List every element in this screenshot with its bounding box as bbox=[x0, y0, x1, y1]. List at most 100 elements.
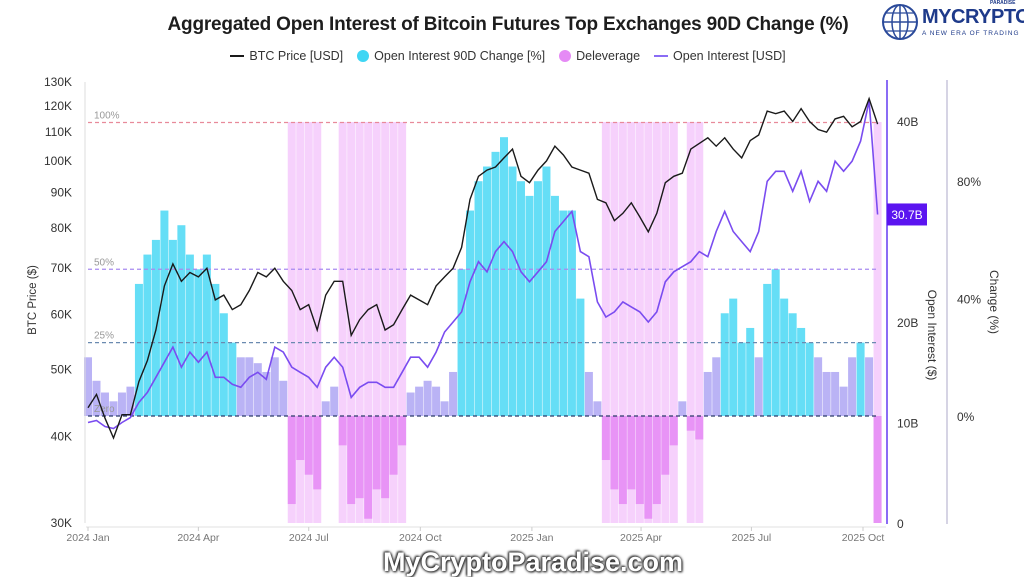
legend: BTC Price [USD] Open Interest 90D Change… bbox=[0, 49, 1016, 63]
y-left-tick-label: 30K bbox=[51, 516, 72, 530]
x-tick-label: 2025 Apr bbox=[620, 532, 663, 544]
oi-change-bar bbox=[219, 313, 228, 416]
oi-change-bar bbox=[576, 298, 585, 416]
deleverage-band bbox=[618, 122, 627, 523]
oi-change-bar bbox=[737, 342, 746, 416]
oi-change-bar bbox=[788, 313, 797, 416]
oi-change-bar bbox=[466, 210, 475, 416]
oi-change-bar bbox=[228, 342, 237, 416]
legend-swatch bbox=[230, 55, 245, 57]
deleverage-bar bbox=[398, 416, 407, 446]
deleverage-band bbox=[372, 122, 381, 523]
oi-change-bar bbox=[202, 254, 211, 416]
oi-change-bar bbox=[814, 357, 823, 416]
oi-change-bar bbox=[126, 386, 135, 416]
y-left-tick-label: 80K bbox=[51, 221, 72, 235]
legend-item-oi-change[interactable]: Open Interest 90D Change [%] bbox=[357, 49, 545, 63]
oi-change-bar bbox=[474, 181, 483, 416]
oi-change-bar bbox=[330, 386, 339, 416]
oi-change-bar bbox=[508, 166, 517, 416]
legend-label: Deleverage bbox=[576, 49, 641, 63]
oi-change-bar bbox=[134, 283, 143, 416]
deleverage-band bbox=[686, 122, 695, 523]
oi-change-bar bbox=[763, 283, 772, 416]
oi-change-bar bbox=[550, 195, 559, 416]
deleverage-bar bbox=[610, 416, 619, 490]
y-oi-tick-label: 10B bbox=[897, 417, 918, 431]
y-oi-tick-label: 0 bbox=[897, 517, 904, 531]
oi-change-bar bbox=[584, 371, 593, 416]
deleverage-band bbox=[601, 122, 610, 523]
oi-change-bar bbox=[491, 151, 500, 416]
legend-swatch bbox=[357, 50, 370, 62]
legend-label: Open Interest [USD] bbox=[673, 49, 786, 63]
logo-tagline: A NEW ERA OF TRADING bbox=[922, 30, 1020, 37]
x-tick-label: 2024 Jul bbox=[289, 532, 329, 544]
oi-change-bar bbox=[754, 357, 763, 416]
x-tick-label: 2025 Jul bbox=[732, 532, 772, 544]
oi-change-bar bbox=[253, 363, 262, 416]
oi-change-bar bbox=[533, 181, 542, 416]
oi-change-bar bbox=[270, 357, 279, 416]
y-oi-axis-label: Open Interest ($) bbox=[925, 290, 939, 381]
legend-item-btc-price[interactable]: BTC Price [USD] bbox=[230, 49, 343, 63]
oi-change-bar bbox=[117, 392, 126, 416]
oi-change-bar bbox=[593, 401, 602, 416]
deleverage-band bbox=[287, 122, 296, 523]
deleverage-band bbox=[364, 122, 373, 523]
reference-label: 100% bbox=[94, 111, 120, 122]
deleverage-band bbox=[389, 122, 398, 523]
oi-change-bar bbox=[406, 392, 415, 416]
deleverage-band bbox=[296, 122, 305, 523]
legend-item-deleverage[interactable]: Deleverage bbox=[559, 49, 640, 63]
watermark: MyCryptoParadise.com bbox=[382, 547, 684, 577]
reference-label: 50% bbox=[94, 257, 114, 268]
deleverage-bar bbox=[364, 416, 373, 519]
x-tick-label: 2024 Apr bbox=[177, 532, 220, 544]
deleverage-band bbox=[398, 122, 407, 523]
y-change-tick-label: 0% bbox=[957, 410, 975, 424]
deleverage-band bbox=[635, 122, 644, 523]
deleverage-bar bbox=[372, 416, 381, 490]
oi-change-bar bbox=[780, 298, 789, 416]
y-left-tick-label: 50K bbox=[51, 362, 72, 376]
oi-change-bar bbox=[321, 401, 330, 416]
x-tick-label: 2024 Jan bbox=[66, 532, 109, 544]
oi-change-bar bbox=[525, 195, 534, 416]
last-value-badge bbox=[887, 203, 927, 226]
deleverage-bar bbox=[304, 416, 313, 475]
series-lines bbox=[87, 96, 879, 440]
deleverage-bar bbox=[627, 416, 636, 490]
globe-icon bbox=[882, 4, 918, 40]
oi-change-bar bbox=[245, 357, 254, 416]
deleverage-bar bbox=[669, 416, 678, 446]
deleverage-bar bbox=[601, 416, 610, 461]
oi-change-bar bbox=[262, 371, 271, 416]
deleverage-band bbox=[873, 122, 882, 523]
deleverage-bar bbox=[338, 416, 347, 446]
oi-change-bar bbox=[483, 166, 492, 416]
y-oi-tick-label: 40B bbox=[897, 115, 918, 129]
oi-change-bar bbox=[177, 225, 186, 416]
deleverage-bar bbox=[661, 416, 670, 475]
oi-change-bar bbox=[440, 401, 449, 416]
reference-lines: 100% 50% 25% Zero bbox=[88, 111, 878, 417]
deleverage-band bbox=[695, 122, 704, 523]
oi-change-bar bbox=[831, 371, 840, 416]
oi-change-bar bbox=[678, 401, 687, 416]
oi-change-bar bbox=[432, 386, 441, 416]
logo-sup: PARADISE bbox=[990, 0, 1016, 6]
y-left-tick-label: 60K bbox=[51, 308, 72, 322]
open-interest-line bbox=[87, 100, 879, 430]
deleverage-bar bbox=[695, 416, 704, 440]
oi-change-bar bbox=[92, 380, 101, 416]
btc-price-line bbox=[87, 96, 879, 440]
legend-item-open-interest[interactable]: Open Interest [USD] bbox=[654, 49, 786, 63]
chart-title: Aggregated Open Interest of Bitcoin Futu… bbox=[167, 14, 849, 35]
oi-change-bar bbox=[822, 371, 831, 416]
legend-label: BTC Price [USD] bbox=[249, 49, 344, 63]
change-bars bbox=[84, 137, 882, 523]
oi-change-bar bbox=[143, 254, 152, 416]
y-change-tick-label: 40% bbox=[957, 293, 981, 307]
